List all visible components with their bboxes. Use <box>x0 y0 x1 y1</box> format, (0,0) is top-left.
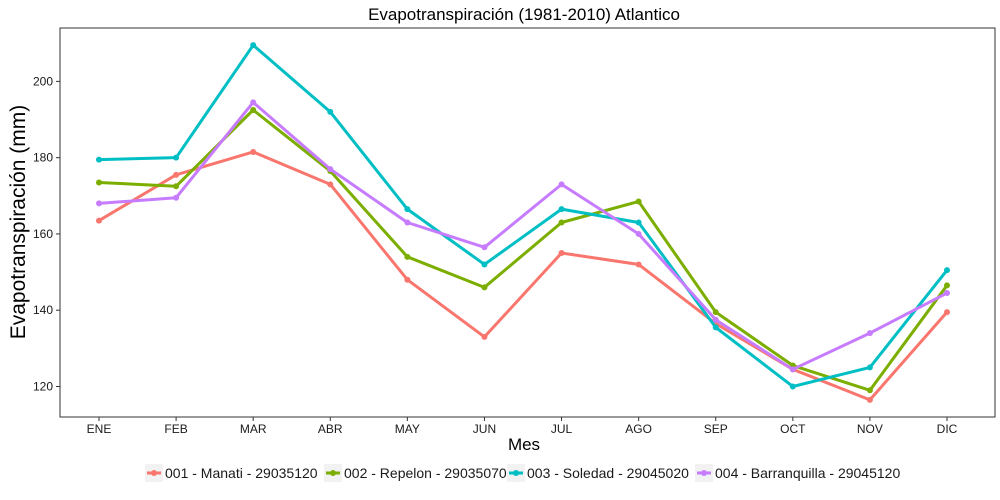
x-tick-label: MAY <box>395 422 420 436</box>
data-point <box>558 250 565 257</box>
data-point <box>96 179 102 186</box>
x-tick-label: SEP <box>704 422 728 436</box>
x-tick-label: JUL <box>551 422 573 436</box>
y-tick-label: 200 <box>33 74 53 88</box>
data-point <box>712 309 719 316</box>
legend-label: 003 - Soledad - 29045020 <box>527 465 689 481</box>
legend-label: 004 - Barranquilla - 29045120 <box>715 465 900 481</box>
data-point <box>866 364 873 371</box>
legend-key-point <box>513 470 519 476</box>
data-point <box>250 42 257 49</box>
data-point <box>173 171 180 178</box>
y-tick-label: 160 <box>33 227 53 241</box>
series-line <box>97 100 949 371</box>
legend-key-point <box>330 470 336 476</box>
data-point <box>327 166 334 173</box>
series-layer <box>96 42 950 403</box>
legend: 001 - Manati - 29035120 002 - Repelon - 2… <box>145 464 900 482</box>
data-point <box>789 383 796 390</box>
data-point <box>481 244 488 251</box>
data-point <box>481 333 488 340</box>
legend-key-point <box>701 470 707 476</box>
data-point <box>866 387 873 394</box>
y-axis: 120 140 160 180 200 <box>33 74 60 393</box>
data-point <box>96 217 102 224</box>
plot-area <box>59 27 996 418</box>
x-tick-label: ENE <box>87 422 112 436</box>
data-point <box>558 206 565 213</box>
data-point <box>250 99 257 106</box>
x-tick-label: ABR <box>318 422 343 436</box>
data-point <box>327 181 334 188</box>
legend-item: 003 - Soledad - 29045020 <box>507 464 689 482</box>
data-point <box>712 316 719 323</box>
data-point <box>558 219 565 226</box>
x-tick-label: NOV <box>857 422 883 436</box>
data-point <box>96 200 102 207</box>
series-line <box>97 43 949 388</box>
series-line <box>97 108 949 392</box>
legend-label: 002 - Repelon - 29035070 <box>344 465 507 481</box>
y-tick-label: 180 <box>33 151 53 165</box>
data-point <box>327 108 334 115</box>
data-point <box>404 219 411 226</box>
data-point <box>173 183 180 190</box>
x-tick-label: FEB <box>164 422 187 436</box>
legend-item: 002 - Repelon - 29035070 <box>324 464 507 482</box>
data-point <box>404 276 411 283</box>
legend-label: 001 - Manati - 29035120 <box>165 465 318 481</box>
data-point <box>944 267 950 274</box>
chart-title: Evapotranspiración (1981-2010) Atlantico <box>368 5 680 24</box>
x-axis: ENE FEB MAR ABR MAY JUN JUL AGO SEP OCT NOV DIC <box>87 417 958 436</box>
x-axis-label: Mes <box>508 435 540 454</box>
series-group <box>96 148 950 403</box>
data-point <box>635 261 642 268</box>
y-tick-label: 140 <box>33 303 53 317</box>
series-group <box>96 42 950 390</box>
data-point <box>944 309 950 316</box>
series-line <box>97 150 949 402</box>
data-point <box>173 194 180 201</box>
x-tick-label: DIC <box>937 422 958 436</box>
data-point <box>481 261 488 268</box>
x-tick-label: AGO <box>625 422 652 436</box>
data-point <box>635 198 642 205</box>
legend-key-point <box>151 470 157 476</box>
data-point <box>635 230 642 237</box>
legend-item: 004 - Barranquilla - 29045120 <box>695 464 900 482</box>
data-point <box>866 330 873 337</box>
data-point <box>944 282 950 289</box>
series-group <box>96 99 950 373</box>
y-axis-label: Evapotranspiración (mm) <box>7 105 30 340</box>
x-tick-label: MAR <box>240 422 267 436</box>
data-point <box>866 396 873 403</box>
x-tick-label: OCT <box>780 422 806 436</box>
data-point <box>250 106 257 113</box>
legend-item: 001 - Manati - 29035120 <box>145 464 318 482</box>
data-point <box>558 181 565 188</box>
data-point <box>96 156 102 163</box>
data-point <box>635 219 642 226</box>
data-point <box>404 206 411 213</box>
data-point <box>173 154 180 161</box>
data-point <box>481 284 488 291</box>
y-tick-label: 120 <box>33 379 53 393</box>
data-point <box>250 148 257 155</box>
x-tick-label: JUN <box>473 422 496 436</box>
data-point <box>944 290 950 297</box>
data-point <box>712 324 719 331</box>
data-point <box>404 253 411 260</box>
data-point <box>789 366 796 373</box>
